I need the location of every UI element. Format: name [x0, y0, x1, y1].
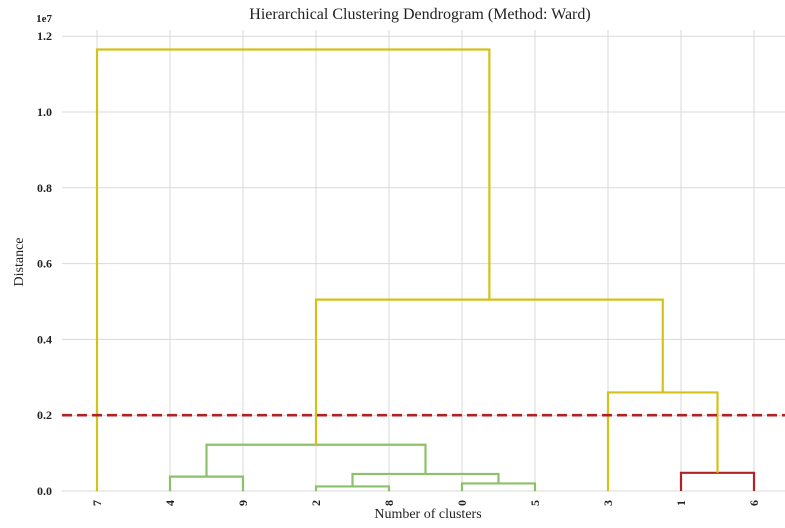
y-axis-label: Distance: [12, 238, 27, 287]
dendrogram-link-path: [168, 475, 245, 491]
y-tick-label: 0.8: [37, 181, 52, 195]
link-layer: [95, 48, 756, 491]
leaf-label: 1: [674, 500, 688, 506]
leaf-label: 8: [382, 500, 396, 506]
dendrogram-link-path: [95, 48, 491, 491]
dendrogram-link: [314, 298, 664, 445]
dendrogram-link: [351, 472, 500, 487]
dendrogram-link: [679, 471, 756, 491]
leaf-label: 7: [90, 500, 104, 506]
chart-title: Hierarchical Clustering Dendrogram (Meth…: [249, 6, 590, 23]
y-tick-label: 0.0: [37, 484, 52, 498]
y-scale-exponent: 1e7: [36, 13, 52, 25]
dendrogram-link-path: [679, 471, 756, 491]
dendrogram-link-path: [314, 298, 664, 445]
dendrogram-link-path: [460, 482, 537, 491]
y-tick-label: 1.0: [37, 105, 52, 119]
dendrogram-link: [95, 48, 491, 491]
y-tick-label: 0.2: [37, 408, 52, 422]
y-tick-label: 0.4: [37, 332, 52, 346]
y-tick-label: 1.2: [37, 29, 52, 43]
leaf-label: 3: [601, 500, 615, 506]
leaf-label: 2: [309, 500, 323, 506]
dendrogram-link-path: [351, 472, 500, 487]
dendrogram-link-path: [606, 391, 719, 491]
x-tick-labels: 7 4 9 2 8 0 5 3 1 6: [90, 500, 761, 506]
dendrogram-link-path: [314, 485, 391, 491]
dendrogram-link: [606, 391, 719, 491]
x-axis-label: Number of clusters: [374, 507, 481, 522]
leaf-label: 6: [747, 500, 761, 506]
leaf-label: 4: [163, 500, 177, 506]
dendrogram-link: [460, 482, 537, 491]
leaf-label: 0: [455, 500, 469, 506]
dendrogram-link: [314, 485, 391, 491]
leaf-label: 5: [528, 500, 542, 506]
grid-layer: [62, 30, 785, 492]
y-tick-label: 0.6: [37, 257, 52, 271]
dendrogram-link: [168, 475, 245, 491]
y-tick-labels: 0.0 0.2 0.4 0.6 0.8 1.0 1.2: [37, 29, 52, 498]
leaf-label: 9: [236, 500, 250, 506]
